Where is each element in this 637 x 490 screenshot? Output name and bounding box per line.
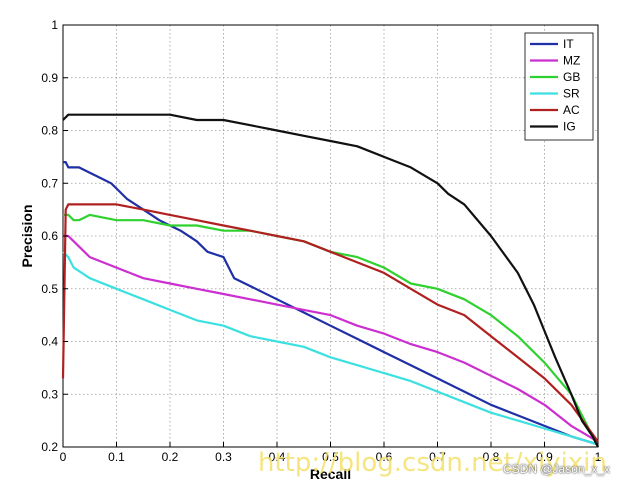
legend-label-sr: SR [563, 87, 580, 101]
x-tick-label-4: 0.4 [269, 450, 286, 464]
legend-label-ac: AC [563, 103, 580, 117]
series-line-sr [62, 251, 599, 446]
series-layer [61, 113, 599, 448]
y-axis-label: Precision [19, 204, 35, 267]
y-tick-label-3: 0.5 [41, 282, 58, 296]
x-tick-label-9: 0.9 [536, 450, 553, 464]
y-tick-label-0: 0.2 [41, 440, 58, 454]
x-tick-label-3: 0.3 [215, 450, 232, 464]
x-tick-label-10: 1 [595, 450, 602, 464]
x-tick-label-6: 0.6 [376, 450, 393, 464]
x-tick-label-5: 0.5 [322, 450, 339, 464]
legend-label-ig: IG [563, 120, 576, 134]
x-tick-label-1: 0.1 [108, 450, 125, 464]
legend-label-gb: GB [563, 70, 580, 84]
legend-label-mz: MZ [563, 54, 580, 68]
x-tick-label-8: 0.8 [483, 450, 500, 464]
ticks: 0 0.1 0.2 0.3 0.4 0.5 0.6 0.7 0.8 0.9 1 0.2 0.3 0.4 0.… [41, 18, 601, 464]
watermark-url: http://blog.csdn.net/xiyixin [258, 448, 607, 478]
watermark-credit: CSDN @Jason_x_x [503, 462, 610, 476]
series-line-ig [62, 113, 599, 448]
grid [63, 25, 598, 447]
y-tick-label-4: 0.6 [41, 229, 58, 243]
y-tick-label-1: 0.3 [41, 387, 58, 401]
series-line-ac [61, 203, 599, 443]
y-tick-label-7: 0.9 [41, 71, 58, 85]
legend-label-it: IT [563, 37, 574, 51]
x-tick-label-7: 0.7 [429, 450, 446, 464]
x-tick-label-0: 0 [60, 450, 67, 464]
legend-box [524, 32, 594, 141]
series-line-it [63, 161, 599, 446]
y-tick-label-2: 0.4 [41, 335, 58, 349]
y-tick-label-8: 1 [51, 18, 58, 32]
x-tick-label-2: 0.2 [162, 450, 179, 464]
series-line-mz [63, 234, 599, 443]
y-tick-label-6: 0.8 [41, 124, 58, 138]
x-axis-label: Recall [310, 466, 351, 482]
y-tick-label-5: 0.7 [41, 176, 58, 190]
legend: IT MZ GB SR AC IG [524, 32, 594, 141]
